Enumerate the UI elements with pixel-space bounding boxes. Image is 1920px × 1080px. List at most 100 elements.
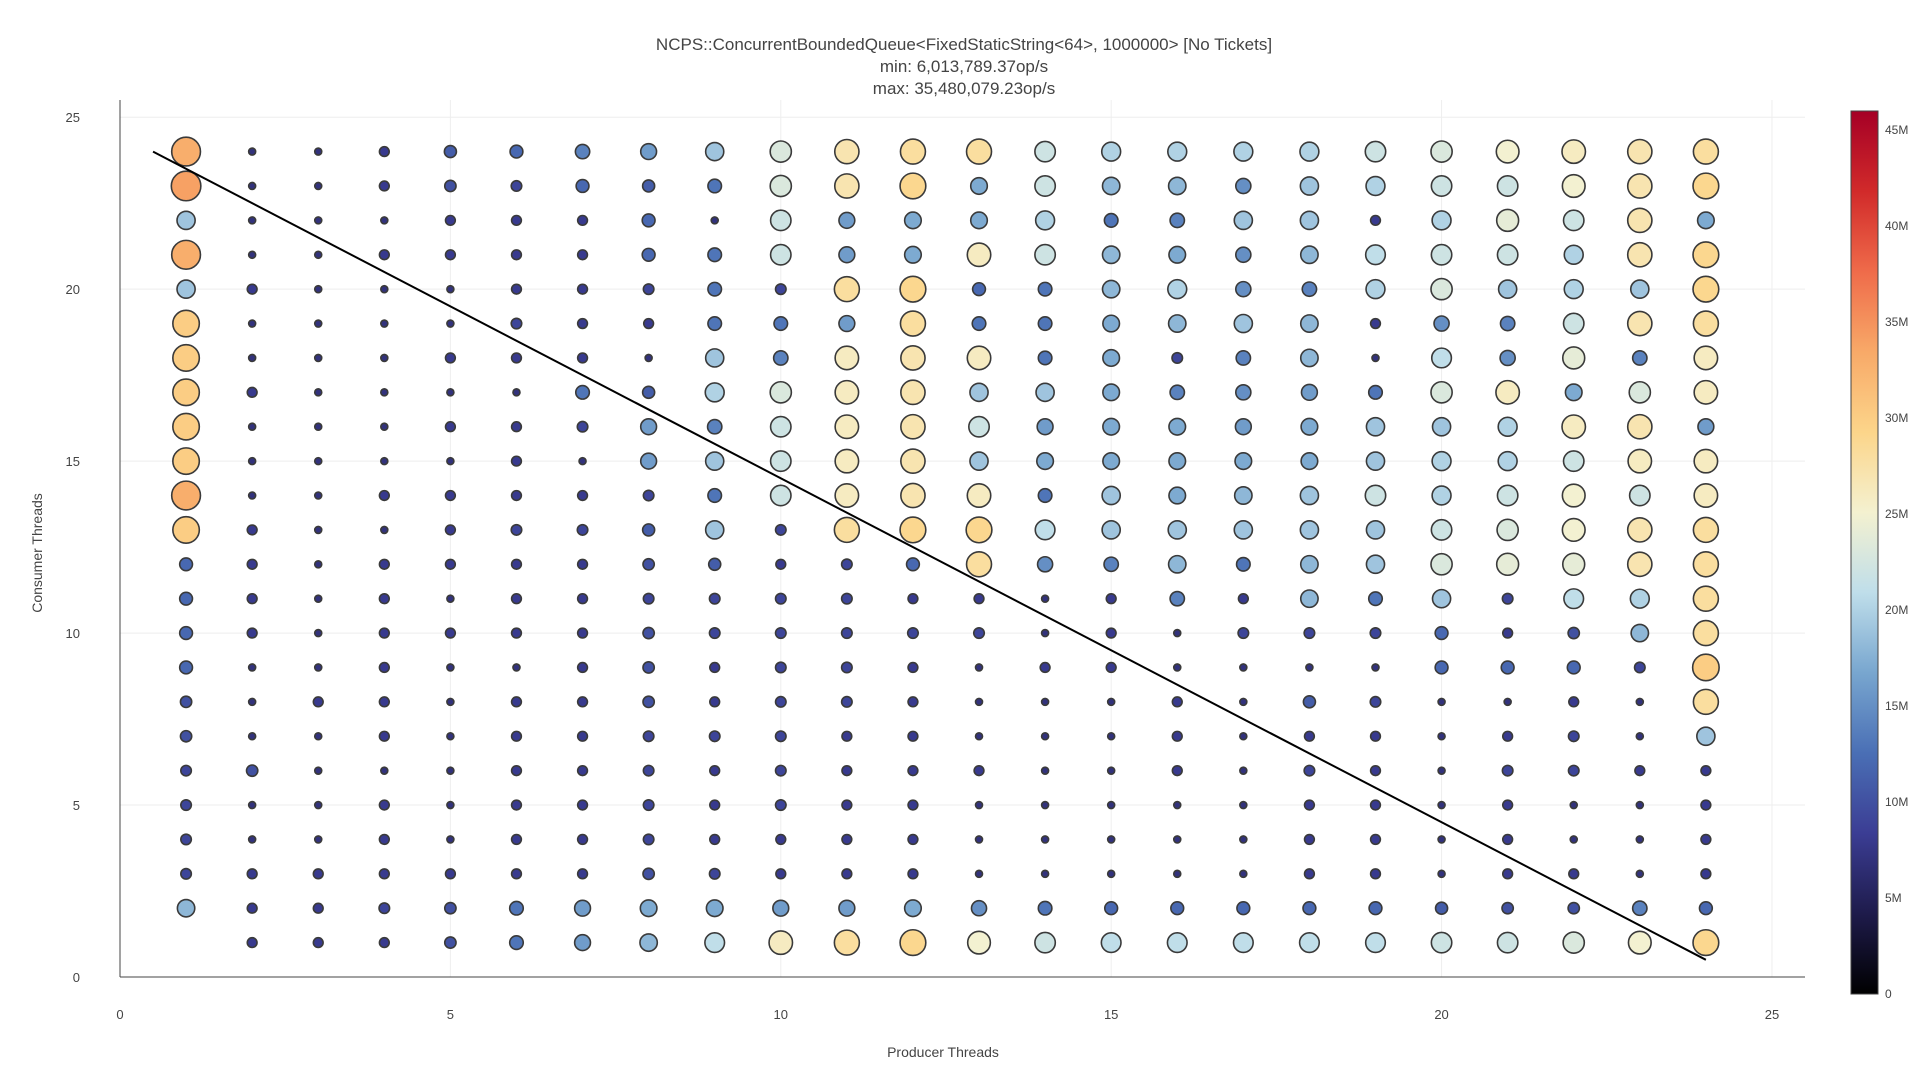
data-point xyxy=(313,800,323,810)
data-point xyxy=(907,764,919,777)
data-point xyxy=(1299,314,1319,334)
data-point xyxy=(1232,931,1254,954)
data-point xyxy=(1561,552,1586,577)
data-point xyxy=(642,592,655,605)
data-point xyxy=(1692,585,1720,612)
data-point xyxy=(774,523,787,536)
data-point xyxy=(446,663,455,672)
data-point xyxy=(641,179,656,193)
data-point xyxy=(180,798,193,812)
data-point xyxy=(1365,175,1386,197)
data-point xyxy=(1700,799,1712,811)
data-point xyxy=(247,835,257,844)
y-axis-label: Consumer Threads xyxy=(29,493,45,613)
data-point xyxy=(1364,931,1387,954)
x-tick-label: 15 xyxy=(1104,1007,1118,1022)
data-point xyxy=(444,558,457,570)
data-point xyxy=(1430,518,1453,541)
data-point xyxy=(1503,697,1512,707)
data-point xyxy=(1626,310,1653,337)
data-point xyxy=(966,345,992,371)
data-point xyxy=(973,764,985,777)
data-point xyxy=(1700,868,1712,880)
data-point xyxy=(1430,140,1453,163)
data-point xyxy=(380,319,389,328)
data-point xyxy=(1106,697,1116,707)
data-point xyxy=(1103,556,1120,573)
data-point xyxy=(510,593,523,605)
data-point xyxy=(247,422,257,432)
data-point xyxy=(970,899,988,917)
data-point xyxy=(576,249,589,261)
data-point xyxy=(378,696,390,708)
data-point xyxy=(966,242,992,268)
data-point xyxy=(1037,315,1053,332)
data-point xyxy=(247,216,257,225)
data-point xyxy=(704,451,725,471)
data-point xyxy=(172,343,201,372)
colorbar-tick-label: 30M xyxy=(1885,411,1908,425)
data-point xyxy=(1700,764,1712,777)
data-point xyxy=(1166,931,1188,954)
data-point xyxy=(709,833,721,846)
chart-subtitle-min: min: 6,013,789.37op/s xyxy=(880,57,1048,76)
data-point xyxy=(1501,868,1514,880)
data-point xyxy=(642,867,656,881)
data-point xyxy=(900,413,926,440)
data-point xyxy=(247,491,257,500)
data-point xyxy=(642,626,656,640)
data-point xyxy=(313,628,323,638)
data-point xyxy=(1563,244,1584,266)
data-point xyxy=(1037,281,1053,297)
data-point xyxy=(769,484,792,507)
data-point xyxy=(1430,552,1453,576)
data-point xyxy=(1040,628,1050,638)
data-point xyxy=(510,179,523,193)
data-point xyxy=(1434,625,1449,641)
data-point xyxy=(512,388,521,397)
data-point xyxy=(1239,697,1248,707)
data-point xyxy=(1369,868,1382,880)
data-point xyxy=(974,731,984,741)
data-point xyxy=(968,415,991,438)
data-point xyxy=(1693,448,1719,474)
data-point xyxy=(247,663,257,672)
data-point xyxy=(1629,279,1650,300)
data-point xyxy=(1168,452,1187,471)
data-point xyxy=(247,319,257,328)
data-point xyxy=(642,798,655,812)
data-point xyxy=(576,283,589,295)
grid-lines xyxy=(120,100,1805,977)
data-point xyxy=(1101,176,1121,196)
data-point xyxy=(1567,730,1580,743)
data-point xyxy=(380,525,389,535)
data-point xyxy=(1630,623,1650,643)
data-point xyxy=(1236,901,1251,916)
data-point xyxy=(446,319,455,328)
data-point xyxy=(574,143,591,160)
data-point xyxy=(1172,835,1182,844)
data-point xyxy=(176,279,196,300)
data-point xyxy=(1303,730,1316,742)
data-point xyxy=(1692,688,1720,716)
data-point xyxy=(576,730,589,742)
data-point xyxy=(1501,764,1514,777)
y-tick-label: 25 xyxy=(66,110,80,125)
data-point xyxy=(642,489,655,502)
data-point xyxy=(178,660,194,675)
data-point xyxy=(1629,588,1651,609)
data-point xyxy=(1299,589,1319,609)
data-point xyxy=(378,833,390,846)
data-point xyxy=(641,213,656,228)
data-point xyxy=(313,353,323,363)
data-point xyxy=(1167,176,1187,196)
data-point xyxy=(510,249,523,261)
data-point xyxy=(1692,516,1720,544)
data-point xyxy=(834,414,860,440)
data-point xyxy=(446,731,455,741)
data-point xyxy=(769,140,793,163)
data-point xyxy=(1365,554,1386,575)
data-point xyxy=(573,933,592,952)
data-point xyxy=(1034,243,1057,266)
